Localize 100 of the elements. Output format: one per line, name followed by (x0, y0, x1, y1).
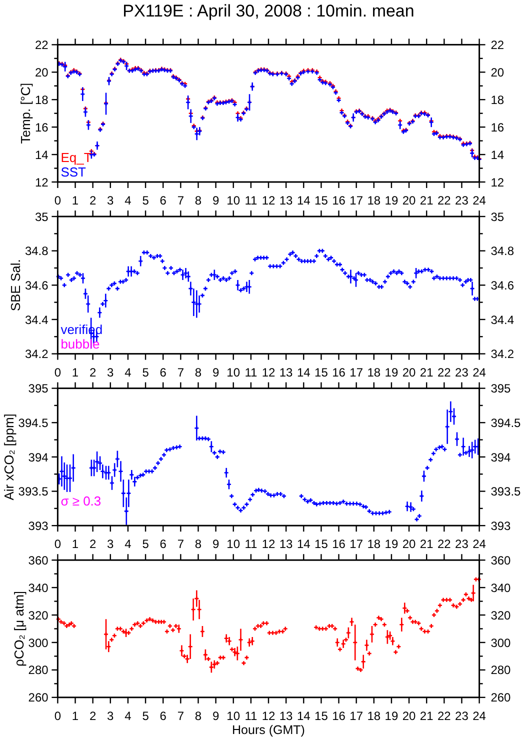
y-tick-label: 12 (34, 175, 49, 190)
x-tick-label: 16 (332, 194, 346, 208)
x-tick-label: 1 (72, 537, 79, 552)
y2-tick-label: 280 (490, 663, 512, 678)
y2-tick-label: 34.2 (490, 347, 514, 362)
x-tick-label: 1 (72, 194, 79, 208)
series-label: Eq_T (60, 150, 92, 165)
y-tick-label: 22 (34, 38, 49, 52)
x-tick-label: 24 (472, 708, 486, 723)
y-tick-label: 394.5 (18, 416, 49, 430)
y-tick-label: 300 (28, 636, 49, 650)
x-tick-label: 17 (350, 194, 364, 208)
x-tick-label: 10 (226, 537, 240, 552)
y-axis-title: ρCO₂ [μ atm] (11, 590, 26, 667)
x-tick-label: 3 (107, 194, 114, 208)
x-tick-label: 17 (350, 365, 364, 380)
x-tick-label: 3 (107, 537, 114, 552)
x-tick-label: 22 (437, 194, 452, 208)
x-tick-label: 8 (194, 365, 202, 380)
x-tick-label: 21 (420, 708, 434, 723)
x-tick-label: 13 (279, 537, 294, 552)
x-tick-label: 23 (455, 365, 469, 380)
y-tick-label: 35 (34, 210, 49, 224)
x-tick-label: 19 (384, 708, 398, 723)
y2-tick-label: 14 (490, 148, 504, 162)
x-tick-label: 17 (350, 708, 364, 723)
x-tick-label: 23 (455, 537, 469, 552)
x-tick-label: 6 (160, 365, 167, 380)
y2-tick-label: 18 (490, 92, 504, 107)
x-tick-label: 19 (384, 194, 398, 208)
y2-tick-label: 360 (490, 553, 512, 568)
y2-tick-label: 393.5 (490, 484, 522, 499)
x-tick-label: 16 (332, 365, 346, 380)
x-tick-label: 18 (367, 708, 381, 723)
y2-tick-label: 12 (490, 175, 504, 190)
x-tick-label: 2 (89, 194, 96, 208)
y-tick-label: 34.4 (24, 312, 49, 327)
y2-tick-label: 395 (490, 382, 512, 396)
y2-tick-label: 34.6 (490, 278, 514, 292)
x-tick-label: 22 (437, 365, 452, 380)
x-tick-label: 14 (296, 708, 311, 723)
x-tick-label: 20 (402, 537, 416, 552)
x-tick-label: 5 (142, 537, 150, 552)
y-tick-label: 34.2 (24, 347, 49, 362)
x-tick-label: 21 (420, 365, 434, 380)
chart-title: PX119E : April 30, 2008 : 10min. mean (122, 2, 414, 21)
x-tick-label: 23 (455, 708, 469, 723)
y-axis-title: Air xCO₂ [ppm] (1, 414, 16, 500)
x-tick-label: 13 (279, 708, 294, 723)
y2-tick-label: 35 (490, 210, 504, 224)
series-label: SST (60, 164, 86, 180)
x-tick-label: 3 (107, 708, 114, 723)
x-tick-label: 4 (124, 708, 132, 723)
x-tick-label: 8 (194, 537, 202, 552)
x-tick-label: 12 (262, 537, 276, 552)
x-tick-label: 3 (107, 365, 114, 380)
x-tick-label: 6 (160, 194, 167, 208)
x-tick-label: 7 (177, 365, 184, 380)
x-tick-label: 0 (54, 537, 62, 552)
x-tick-label: 19 (384, 537, 398, 552)
y2-tick-label: 34.8 (490, 244, 514, 258)
x-tick-label: 6 (160, 537, 167, 552)
x-tick-label: 7 (177, 194, 184, 208)
y2-tick-label: 34.4 (490, 312, 514, 327)
x-tick-label: 21 (420, 537, 434, 552)
x-tick-label: 4 (124, 537, 132, 552)
y-tick-label: 34.8 (24, 244, 49, 258)
x-tick-label: 11 (244, 537, 258, 552)
x-tick-label: 5 (142, 365, 150, 380)
x-tick-label: 10 (226, 365, 240, 380)
x-tick-label: 10 (226, 194, 240, 208)
x-tick-label: 14 (296, 537, 311, 552)
y2-tick-label: 340 (490, 580, 512, 595)
x-tick-label: 20 (402, 708, 416, 723)
x-tick-label: 12 (262, 708, 276, 723)
x-tick-label: 5 (142, 194, 150, 208)
x-tick-label: 2 (89, 708, 96, 723)
x-tick-label: 19 (384, 365, 398, 380)
y-tick-label: 16 (34, 120, 49, 134)
y2-tick-label: 260 (490, 690, 512, 705)
y-tick-label: 340 (28, 580, 49, 595)
y-tick-label: 20 (34, 65, 49, 80)
x-tick-label: 9 (212, 708, 220, 723)
x-tick-label: 0 (54, 708, 62, 723)
x-tick-label: 8 (194, 194, 202, 208)
y2-tick-label: 16 (490, 120, 504, 134)
x-tick-label: 15 (314, 365, 328, 380)
x-tick-label: 16 (332, 708, 346, 723)
x-tick-label: 16 (332, 537, 346, 552)
x-tick-label: 13 (279, 365, 294, 380)
y-tick-label: 34.6 (24, 278, 49, 292)
y2-tick-label: 320 (490, 608, 512, 622)
x-tick-label: 0 (54, 365, 62, 380)
y-tick-label: 395 (28, 382, 49, 396)
x-tick-label: 8 (194, 708, 202, 723)
x-tick-label: 23 (455, 194, 469, 208)
x-tick-label: 15 (314, 194, 328, 208)
x-tick-label: 9 (212, 365, 220, 380)
y-tick-label: 320 (28, 608, 49, 622)
x-tick-label: 4 (124, 365, 132, 380)
